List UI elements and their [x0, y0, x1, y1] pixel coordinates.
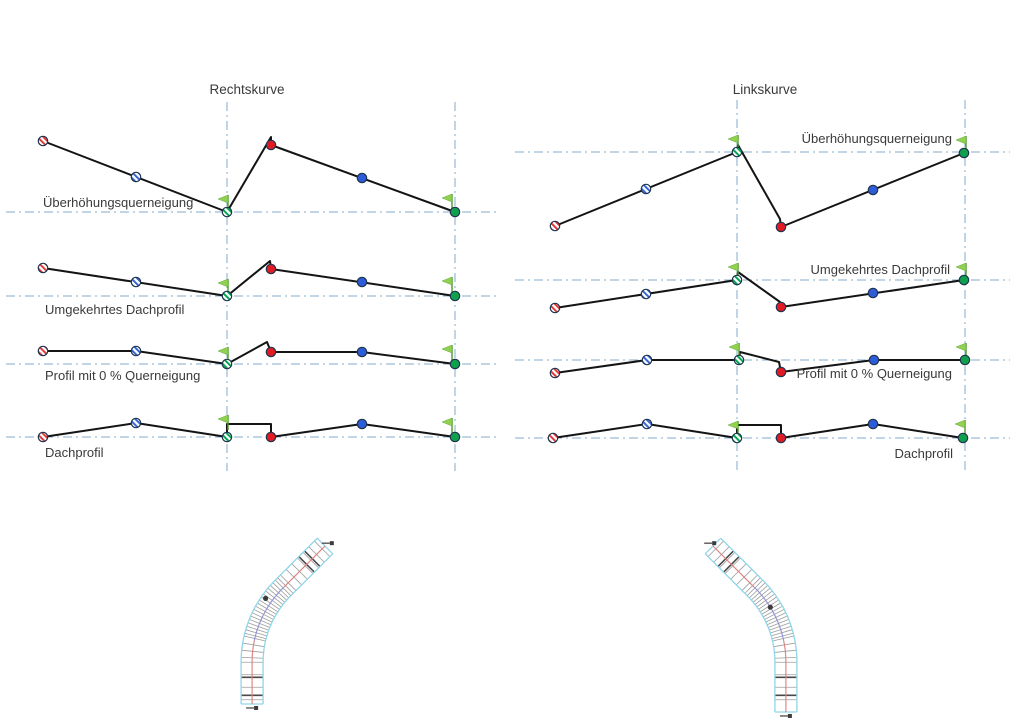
row-label-crown-left: Dachprofil — [894, 446, 953, 461]
profile-line — [42, 260, 456, 297]
road-centerline — [753, 586, 785, 641]
marker-solid-red — [775, 432, 787, 444]
marker-solid-blue — [867, 418, 879, 430]
marker-solid-red — [265, 431, 277, 443]
marker-hatched-green — [731, 146, 743, 158]
row-label-superelevation-left: Überhöhungsquerneigung — [801, 131, 952, 146]
profile-line — [554, 351, 966, 374]
marker-hatched-green — [731, 274, 743, 286]
column-title-linkskurve: Linkskurve — [732, 82, 798, 97]
marker-solid-blue — [867, 287, 879, 299]
marker-solid-green — [449, 290, 461, 302]
marker-hatched-red — [37, 135, 49, 147]
marker-solid-red — [265, 346, 277, 358]
marker-hatched-red — [549, 220, 561, 232]
row-label-superelevation-right: Überhöhungsquerneigung — [43, 195, 194, 210]
marker-hatched-green — [221, 290, 233, 302]
row-label-crown-right: Dachprofil — [45, 445, 104, 460]
station-end-marker — [712, 541, 717, 546]
road-edge — [240, 537, 318, 704]
marker-solid-red — [775, 221, 787, 233]
flag-icon — [954, 419, 966, 435]
road-centerline — [253, 586, 285, 641]
profile-line — [42, 136, 456, 213]
marker-hatched-green — [221, 358, 233, 370]
marker-hatched-blue — [640, 288, 652, 300]
profile-line — [554, 271, 965, 309]
marker-solid-blue — [356, 418, 368, 430]
flag-icon — [441, 276, 453, 292]
marker-hatched-red — [37, 431, 49, 443]
row-label-inverted-crown-right: Umgekehrtes Dachprofil — [45, 302, 185, 317]
marker-solid-green — [959, 354, 971, 366]
road-edge — [262, 553, 334, 704]
profile-line — [42, 341, 456, 365]
flag-icon — [217, 414, 229, 430]
row-label-zero-crossfall-right: Profil mit 0 % Querneigung — [45, 368, 201, 383]
marker-hatched-blue — [130, 276, 142, 288]
marker-hatched-red — [549, 367, 561, 379]
marker-hatched-green — [733, 354, 745, 366]
marker-solid-green — [958, 274, 970, 286]
row-label-inverted-crown-left: Umgekehrtes Dachprofil — [810, 262, 950, 277]
marker-hatched-green — [221, 431, 233, 443]
marker-hatched-blue — [641, 354, 653, 366]
marker-hatched-green — [221, 206, 233, 218]
marker-solid-red — [265, 263, 277, 275]
marker-solid-blue — [356, 172, 368, 184]
road-centerline — [783, 640, 787, 712]
flag-icon — [441, 344, 453, 360]
flag-icon — [441, 193, 453, 209]
marker-hatched-red — [37, 345, 49, 357]
marker-solid-blue — [868, 354, 880, 366]
road-centerline — [251, 640, 255, 704]
station-end-marker — [787, 713, 792, 718]
marker-solid-red — [775, 301, 787, 313]
marker-solid-red — [775, 366, 787, 378]
marker-solid-green — [449, 206, 461, 218]
marker-solid-red — [265, 139, 277, 151]
road-centerline — [712, 545, 755, 588]
profile-line — [42, 422, 456, 438]
marker-hatched-red — [37, 262, 49, 274]
marker-solid-green — [957, 432, 969, 444]
plan-view-left — [240, 537, 334, 710]
flag-icon — [441, 417, 453, 433]
marker-solid-green — [449, 431, 461, 443]
plan-view-right — [704, 537, 798, 718]
marker-hatched-blue — [641, 418, 653, 430]
profile-column-linkskurve — [515, 100, 1010, 471]
marker-hatched-blue — [130, 417, 142, 429]
row-label-zero-crossfall-left: Profil mit 0 % Querneigung — [796, 366, 952, 381]
road-edge — [720, 537, 798, 712]
marker-solid-green — [449, 358, 461, 370]
marker-hatched-green — [731, 432, 743, 444]
station-end-marker — [254, 705, 259, 710]
marker-solid-blue — [867, 184, 879, 196]
profile-line — [552, 423, 964, 439]
marker-hatched-red — [549, 302, 561, 314]
profile-column-rechtskurve — [6, 102, 498, 471]
marker-hatched-blue — [640, 183, 652, 195]
profile-line — [554, 144, 965, 228]
station-marker — [263, 595, 269, 601]
marker-hatched-blue — [130, 171, 142, 183]
marker-solid-green — [958, 147, 970, 159]
marker-hatched-blue — [130, 345, 142, 357]
road-edge — [704, 553, 776, 712]
column-title-rechtskurve: Rechtskurve — [209, 82, 285, 97]
marker-hatched-red — [547, 432, 559, 444]
marker-solid-blue — [356, 276, 368, 288]
station-end-marker — [329, 541, 334, 546]
station-marker — [767, 604, 773, 610]
marker-solid-blue — [356, 346, 368, 358]
road-centerline — [283, 545, 326, 588]
